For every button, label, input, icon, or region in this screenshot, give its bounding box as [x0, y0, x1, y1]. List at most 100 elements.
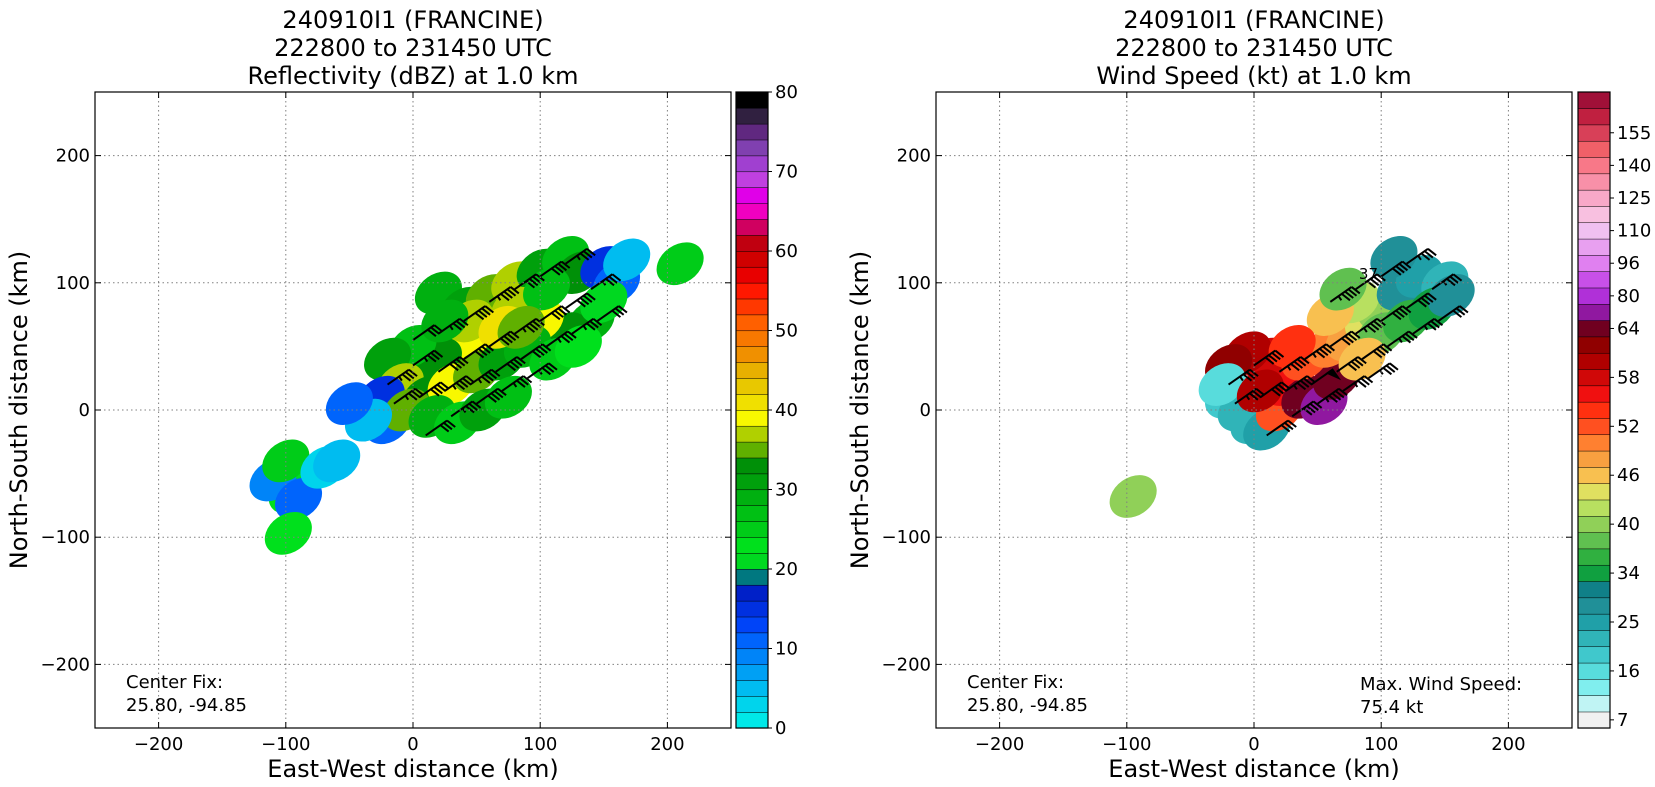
- colorbar-segment: [735, 568, 769, 586]
- colorbar-segment: [1577, 662, 1611, 680]
- barb-full: [589, 320, 599, 329]
- barb-full: [446, 419, 456, 428]
- colorbar-segment: [1577, 515, 1611, 533]
- colorbar-tick-label: 140: [1617, 155, 1651, 176]
- barb-full: [506, 288, 517, 297]
- barb-full: [497, 387, 507, 396]
- barb-full: [487, 394, 497, 403]
- colorbar-segment: [735, 393, 769, 411]
- barb-half: [1324, 397, 1330, 403]
- wind-barb: [1310, 368, 1342, 386]
- barb-full: [614, 307, 625, 316]
- wind-barb: [1227, 368, 1259, 386]
- barb-full: [1350, 360, 1361, 369]
- wind-barb: [514, 273, 545, 290]
- barb-full: [1300, 356, 1310, 365]
- field-cell: [262, 439, 310, 483]
- field-cell: [264, 512, 312, 555]
- barb-full: [404, 371, 415, 380]
- barb-full: [1446, 278, 1456, 287]
- x-axis-label: East-West distance (km): [267, 755, 558, 783]
- barb-staff: [450, 400, 474, 418]
- barb-staff: [1317, 387, 1340, 405]
- colorbar-segment: [735, 521, 769, 538]
- barb-full: [1274, 386, 1284, 395]
- wind-barb: [463, 305, 494, 322]
- barb-full: [494, 390, 504, 399]
- barb-full: [1366, 280, 1377, 289]
- barb-full: [1382, 343, 1393, 352]
- colorbar-segment: [735, 314, 769, 332]
- barb-full: [433, 386, 443, 395]
- colorbar-tick-label: 30: [775, 480, 798, 501]
- colorbar-segment: [1577, 580, 1611, 599]
- colorbar-tick-label: 10: [775, 639, 798, 660]
- colorbar-segment: [735, 457, 769, 475]
- barb-full: [1401, 260, 1412, 269]
- colorbar-segment: [1577, 238, 1611, 256]
- barb-full: [1309, 402, 1319, 411]
- colorbar-segment: [735, 282, 769, 300]
- barb-staff: [1386, 330, 1410, 348]
- barb-half: [496, 295, 502, 301]
- title-line: 222800 to 231450 UTC: [274, 34, 552, 62]
- barb-half: [576, 255, 581, 261]
- y-axis-label: North-South distance (km): [846, 251, 874, 570]
- barb-full: [1354, 358, 1364, 367]
- wind-barb: [565, 292, 596, 310]
- barb-full: [1427, 322, 1437, 331]
- barb-full: [1452, 309, 1462, 318]
- wind-barb: [1406, 292, 1437, 310]
- barb-full: [503, 290, 513, 299]
- barb-full: [1299, 379, 1310, 388]
- wind-barb: [1412, 317, 1444, 335]
- colorbar-tick-label: 110: [1617, 221, 1651, 242]
- barb-full: [1296, 358, 1307, 367]
- barb-full: [557, 307, 568, 316]
- colorbar-segment: [735, 648, 769, 665]
- barb-staff: [444, 375, 467, 392]
- colorbar-segment: [1577, 336, 1611, 354]
- barb-staff: [1285, 375, 1308, 392]
- data-field: [1109, 235, 1475, 518]
- y-tick-label: 100: [56, 273, 90, 294]
- barb-full: [414, 387, 425, 396]
- barb-staff: [1406, 292, 1429, 310]
- x-tick-label: 100: [523, 734, 557, 755]
- colorbar-segment: [1577, 711, 1611, 729]
- barb-staff: [1266, 419, 1289, 437]
- barb-half: [1337, 295, 1343, 301]
- barb-half: [477, 378, 483, 384]
- barb-staff: [1412, 317, 1435, 335]
- barb-half: [423, 356, 429, 363]
- wind-barb: [1342, 375, 1374, 392]
- barb-full: [554, 265, 564, 274]
- wind-speed-panel: 240910I1 (FRANCINE)222800 to 231450 UTCW…: [846, 6, 1651, 783]
- barb-full: [481, 375, 491, 384]
- title-line: Wind Speed (kt) at 1.0 km: [1096, 62, 1411, 90]
- colorbar-segment: [735, 600, 769, 618]
- wind-barb: [1380, 305, 1412, 322]
- barb-full: [503, 335, 513, 344]
- barb-full: [563, 332, 574, 342]
- wind-barb: [412, 324, 444, 341]
- x-tick-label: −200: [134, 734, 183, 755]
- colorbar-segment: [735, 155, 769, 173]
- barb-full: [1417, 299, 1427, 308]
- barb-full: [516, 379, 526, 388]
- wind-barb: [1234, 387, 1266, 405]
- field-cell: [656, 242, 704, 286]
- barb-full: [560, 260, 571, 269]
- barb-half: [1363, 327, 1368, 333]
- wind-barb: [1285, 375, 1316, 392]
- y-axis-label: North-South distance (km): [5, 251, 33, 570]
- barb-full: [459, 317, 469, 327]
- title-line: 240910I1 (FRANCINE): [282, 6, 543, 34]
- barb-half: [1239, 375, 1244, 382]
- barb-full: [541, 367, 552, 376]
- title-line: 222800 to 231450 UTC: [1115, 34, 1393, 62]
- barb-full: [468, 402, 478, 411]
- y-tick-label: −100: [882, 527, 931, 548]
- barb-staff: [596, 305, 620, 322]
